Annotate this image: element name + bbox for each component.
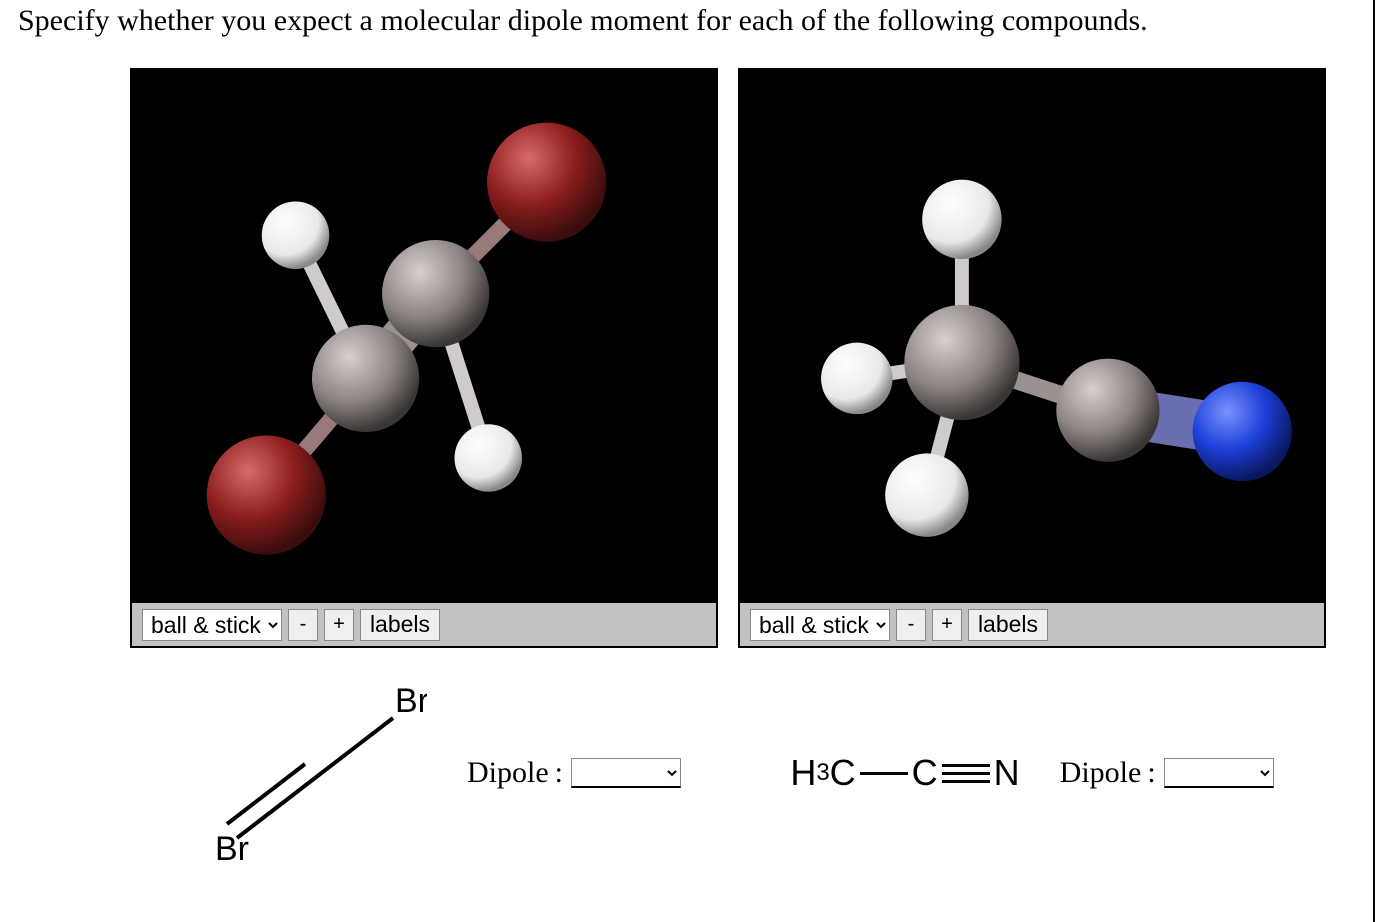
dipole-select-2[interactable]: yesno [1164,758,1274,788]
colon-1: : [555,756,563,790]
structure-formula-1: Br Br [167,678,427,868]
view-mode-select-1[interactable]: ball & stick [142,609,282,641]
dipole-group-1: Dipole: yesno [467,756,681,790]
zoom-in-button-2[interactable]: + [932,609,962,641]
labels-button-1[interactable]: labels [360,609,440,641]
structures-row: Br Br Dipole: yesno H3CCN Dipole: yesno [0,648,1373,868]
colon-2: : [1147,756,1155,790]
molecule-svg-1 [132,70,716,602]
viewer-toolbar-2: ball & stick - + labels [740,602,1324,646]
viewer-toolbar-1: ball & stick - + labels [132,602,716,646]
svg-text:Br: Br [395,682,427,720]
dipole-label-1: Dipole [467,756,549,790]
dipole-select-1[interactable]: yesno [571,758,681,788]
svg-text:Br: Br [215,830,249,868]
question-text: Specify whether you expect a molecular d… [0,0,1373,68]
structure-cell-1: Br Br Dipole: yesno [130,678,718,868]
structure-cell-2: H3CCN Dipole: yesno [738,678,1326,868]
zoom-out-button-2[interactable]: - [896,609,926,641]
dipole-group-2: Dipole: yesno [1060,756,1274,790]
molecule-canvas-1[interactable] [132,70,716,602]
molecule-svg-2 [740,70,1324,602]
structure-formula-2: H3CCN [790,752,1019,794]
molecule-viewer-2: ball & stick - + labels [738,68,1326,648]
zoom-in-button-1[interactable]: + [324,609,354,641]
molecule-canvas-2[interactable] [740,70,1324,602]
viewer-row: ball & stick - + labels ball & stick - +… [0,68,1373,648]
labels-button-2[interactable]: labels [968,609,1048,641]
zoom-out-button-1[interactable]: - [288,609,318,641]
dipole-label-2: Dipole [1060,756,1142,790]
view-mode-select-2[interactable]: ball & stick [750,609,890,641]
molecule-viewer-1: ball & stick - + labels [130,68,718,648]
